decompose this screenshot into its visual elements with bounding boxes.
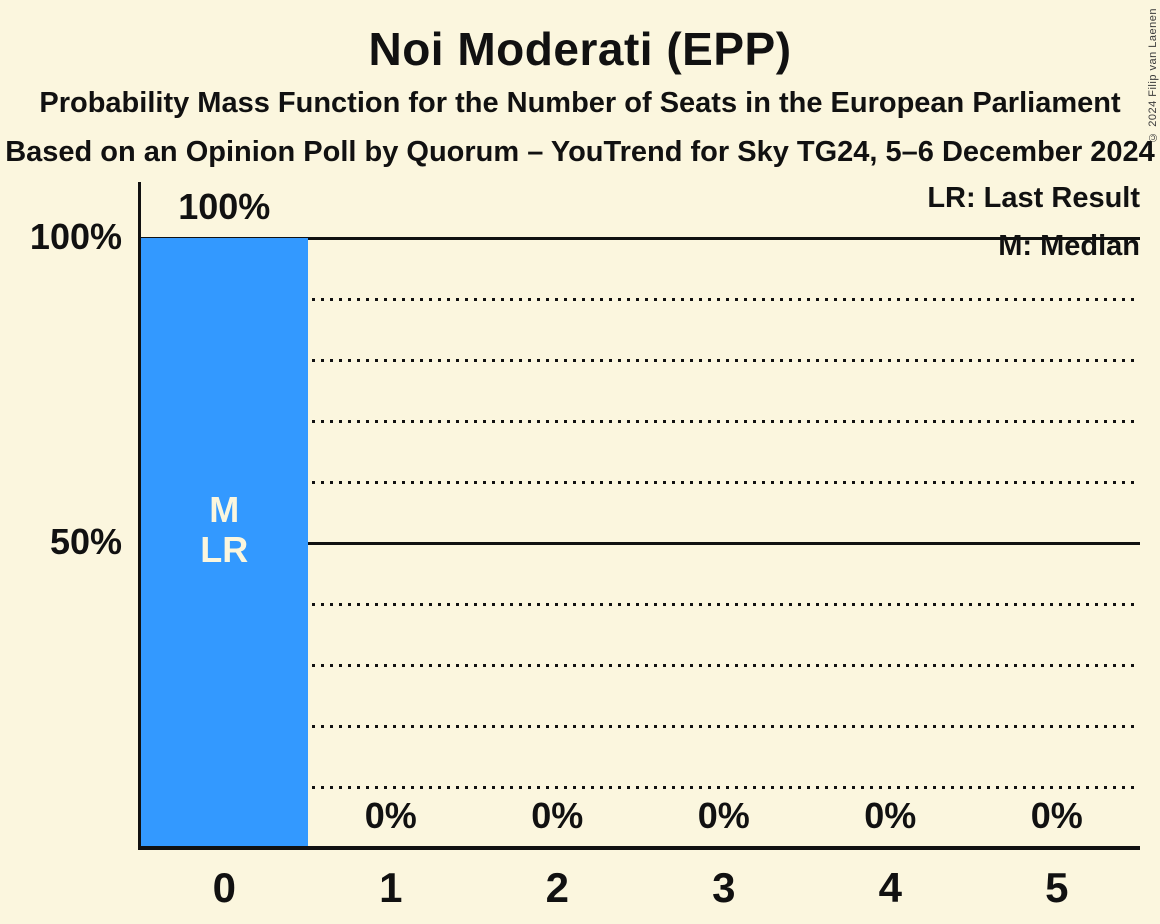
x-tick-label-0: 0 — [212, 864, 236, 911]
legend-last-result: LR: Last Result — [927, 182, 1140, 214]
gridline-dotted-40pct — [141, 602, 1140, 606]
x-tick-label-3: 3 — [712, 864, 736, 911]
x-tick-label-2: 2 — [545, 864, 569, 911]
x-tick-label-4: 4 — [878, 864, 902, 911]
y-axis-line — [138, 182, 141, 850]
chart-source-line: Based on an Opinion Poll by Quorum – You… — [5, 136, 1155, 168]
bar-seats-0 — [141, 238, 308, 848]
x-tick-label-1: 1 — [379, 864, 403, 911]
gridline-dotted-30pct — [141, 663, 1140, 667]
bar-annotation-line: M — [209, 489, 240, 530]
copyright-notice: © 2024 Filip van Laenen — [1147, 8, 1159, 143]
y-tick-label-50pct: 50% — [49, 521, 122, 562]
value-label-3: 0% — [697, 795, 750, 836]
chart-title: Noi Moderati (EPP) — [368, 23, 792, 75]
y-tick-label-100pct: 100% — [29, 216, 122, 257]
x-axis-baseline — [138, 846, 1140, 850]
value-label-2: 0% — [531, 795, 584, 836]
value-label-0: 100% — [178, 186, 271, 227]
gridline-solid-50pct — [141, 541, 1140, 545]
x-tick-label-5: 5 — [1045, 864, 1069, 911]
gridline-dotted-20pct — [141, 724, 1140, 728]
value-label-1: 0% — [364, 795, 417, 836]
gridline-dotted-90pct — [141, 297, 1140, 301]
gridline-dotted-10pct — [141, 785, 1140, 789]
legend-median: M: Median — [998, 230, 1140, 262]
bar-annotation-0: M LR — [139, 490, 309, 570]
gridline-dotted-70pct — [141, 419, 1140, 423]
bar-annotation-line: LR — [200, 529, 249, 570]
value-label-5: 0% — [1030, 795, 1083, 836]
chart-subtitle: Probability Mass Function for the Number… — [39, 87, 1121, 119]
gridline-dotted-80pct — [141, 358, 1140, 362]
gridline-dotted-60pct — [141, 480, 1140, 484]
gridline-solid-100pct — [141, 236, 1140, 240]
value-label-4: 0% — [864, 795, 917, 836]
